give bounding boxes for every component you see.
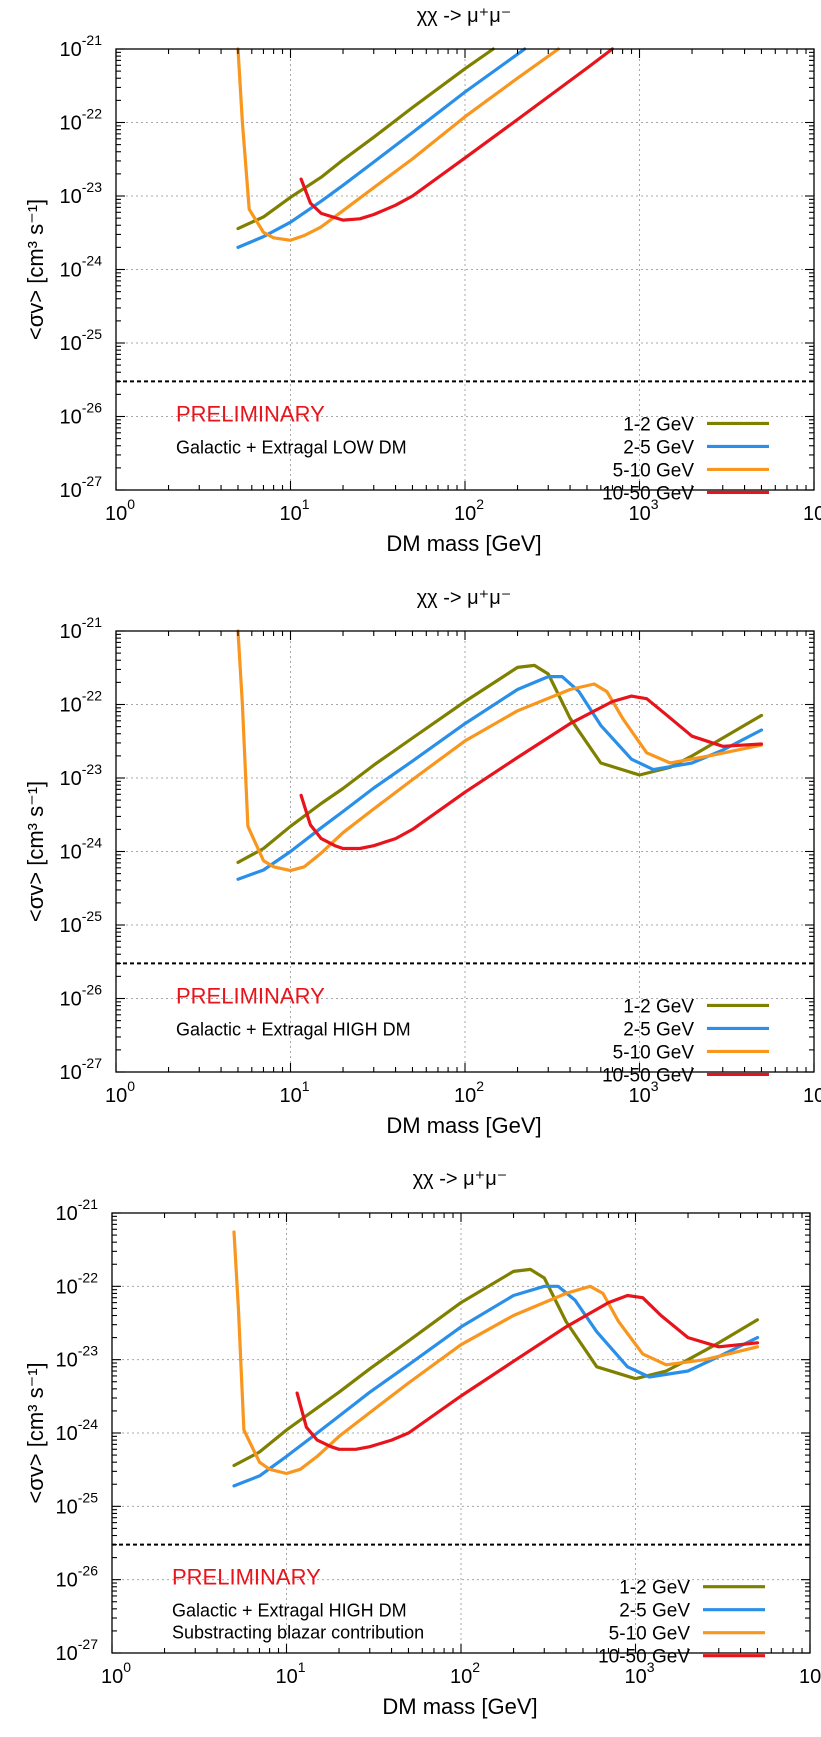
- preliminary-label: PRELIMINARY: [172, 1565, 321, 1590]
- y-tick-label: 10-23: [60, 179, 103, 208]
- series-line-2-5-gev: [236, 47, 527, 249]
- x-tick-label: 104: [803, 1078, 821, 1107]
- y-tick-labels: 10-27 10-26 10-25 10-24 10-23 10-22 10-21: [60, 32, 103, 502]
- y-tick-label: 10-21: [60, 614, 103, 643]
- y-tick-label: 10-24: [56, 1416, 99, 1445]
- x-tick-label: 101: [275, 1659, 305, 1688]
- x-tick-labels: 100101102103104: [101, 1659, 821, 1688]
- legend-label: 1-2 GeV: [619, 1578, 690, 1599]
- chart-title: χχ -> μ⁺μ⁻: [413, 1168, 508, 1190]
- legend-label: 1-2 GeV: [623, 996, 694, 1017]
- preliminary-label: PRELIMINARY: [176, 983, 325, 1008]
- annotation-line-1: Galactic + Extragal HIGH DM: [176, 1019, 411, 1039]
- legend-label: 2-5 GeV: [623, 1019, 694, 1040]
- preliminary-label: PRELIMINARY: [176, 401, 325, 426]
- legend-label: 5-10 GeV: [613, 460, 695, 481]
- annotation-line-1: Galactic + Extragal LOW DM: [176, 437, 407, 457]
- grid: [116, 49, 814, 490]
- x-tick-label: 104: [799, 1659, 821, 1688]
- legend-label: 10-50 GeV: [598, 1647, 690, 1668]
- y-tick-labels: 10-27 10-26 10-25 10-24 10-23 10-22 10-21: [56, 1196, 99, 1665]
- y-tick-label: 10-27: [56, 1636, 99, 1665]
- y-tick-label: 10-26: [60, 400, 103, 429]
- chart-title: χχ -> μ⁺μ⁻: [417, 5, 512, 27]
- chart-panel-high-dm-blazar: χχ -> μ⁺μ⁻ 10-2710-2610-2510-2410-2310-2…: [23, 1168, 821, 1719]
- x-axis-label: DM mass [GeV]: [386, 531, 541, 556]
- series-line-5-10-gev: [236, 629, 764, 873]
- series-line-10-50-gev: [299, 694, 764, 851]
- y-axis-label: <σv> [cm³ s⁻¹]: [23, 199, 48, 340]
- x-axis-label: DM mass [GeV]: [382, 1694, 537, 1719]
- y-tick-label: 10-23: [60, 761, 103, 790]
- x-tick-label: 100: [101, 1659, 131, 1688]
- y-tick-label: 10-24: [60, 253, 103, 282]
- legend-label: 5-10 GeV: [609, 1624, 691, 1645]
- y-tick-label: 10-22: [60, 106, 103, 135]
- x-tick-label: 104: [803, 496, 821, 525]
- series-line-1-2-gev: [236, 47, 495, 231]
- data-series: [236, 629, 764, 881]
- x-tick-label: 102: [454, 1078, 484, 1107]
- series-line-10-50-gev: [295, 1293, 760, 1451]
- y-tick-label: 10-21: [60, 32, 103, 61]
- annotation-line-1: Galactic + Extragal HIGH DM: [172, 1601, 407, 1621]
- y-axis-label: <σv> [cm³ s⁻¹]: [23, 1362, 48, 1503]
- y-tick-label: 10-26: [56, 1563, 99, 1592]
- axis-ticks: [115, 48, 815, 491]
- x-tick-label: 100: [105, 496, 135, 525]
- chart-panel-low-dm: χχ -> μ⁺μ⁻ 10-2710-2610-2510-2410-2310-2…: [23, 5, 821, 556]
- data-series: [232, 1230, 760, 1488]
- y-tick-label: 10-22: [56, 1269, 99, 1298]
- y-tick-label: 10-26: [60, 982, 103, 1011]
- y-tick-label: 10-25: [56, 1489, 99, 1518]
- chart-panel-high-dm: χχ -> μ⁺μ⁻ 10-2710-2610-2510-2410-2310-2…: [23, 587, 821, 1138]
- y-tick-label: 10-27: [60, 1055, 103, 1084]
- x-tick-label: 100: [105, 1078, 135, 1107]
- x-tick-label: 101: [279, 496, 309, 525]
- data-series: [236, 47, 614, 249]
- x-tick-label: 102: [450, 1659, 480, 1688]
- legend-label: 2-5 GeV: [623, 437, 694, 458]
- series-line-5-10-gev: [236, 47, 560, 242]
- x-tick-label: 102: [454, 496, 484, 525]
- annotation-line-2: Substracting blazar contribution: [172, 1623, 424, 1643]
- axis-ticks: [111, 1212, 811, 1654]
- y-tick-label: 10-25: [60, 908, 103, 937]
- series-line-5-10-gev: [232, 1230, 760, 1476]
- legend-label: 10-50 GeV: [602, 1065, 694, 1086]
- y-tick-label: 10-25: [60, 326, 103, 355]
- legend-label: 10-50 GeV: [602, 483, 694, 504]
- y-tick-label: 10-21: [56, 1196, 99, 1225]
- legend-label: 1-2 GeV: [623, 414, 694, 435]
- legend-label: 2-5 GeV: [619, 1601, 690, 1622]
- y-tick-label: 10-27: [60, 473, 103, 502]
- series-line-2-5-gev: [232, 1284, 760, 1488]
- chart-title: χχ -> μ⁺μ⁻: [417, 587, 512, 609]
- x-axis-label: DM mass [GeV]: [386, 1113, 541, 1138]
- x-tick-label: 101: [279, 1078, 309, 1107]
- y-tick-label: 10-24: [60, 835, 103, 864]
- legend-label: 5-10 GeV: [613, 1042, 695, 1063]
- x-tick-labels: 100101102103104: [105, 1078, 821, 1107]
- series-line-1-2-gev: [232, 1267, 760, 1468]
- x-tick-labels: 100101102103104: [105, 496, 821, 525]
- axis-ticks: [115, 630, 815, 1073]
- y-tick-label: 10-22: [60, 688, 103, 717]
- y-axis-label: <σv> [cm³ s⁻¹]: [23, 781, 48, 922]
- y-tick-labels: 10-27 10-26 10-25 10-24 10-23 10-22 10-21: [60, 614, 103, 1084]
- series-line-10-50-gev: [299, 47, 614, 222]
- y-tick-label: 10-23: [56, 1343, 99, 1372]
